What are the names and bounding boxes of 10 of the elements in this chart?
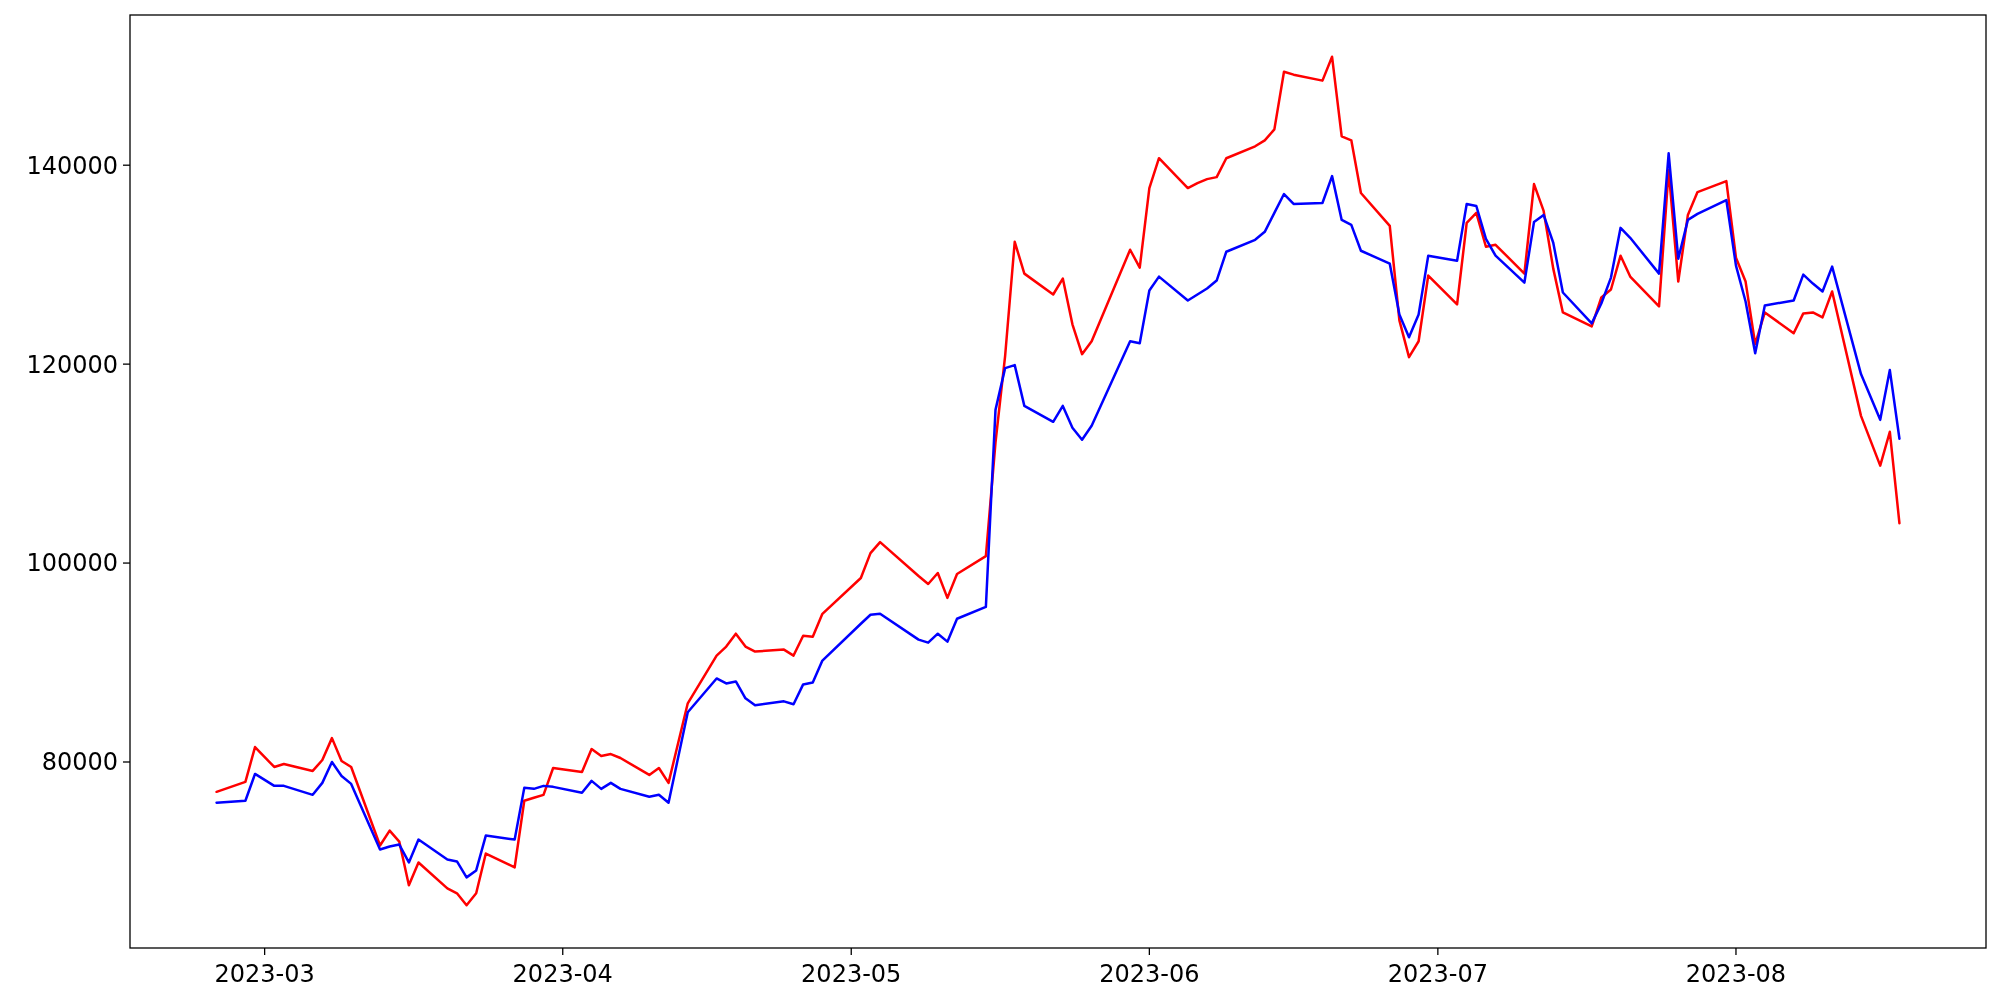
x-tick-label: 2023-08 [1685,960,1787,988]
y-tick-label: 100000 [26,549,118,578]
x-tick-label: 2023-04 [512,960,613,988]
y-tick-label: 80000 [41,748,118,777]
x-tick-label: 2023-06 [1099,960,1200,988]
x-tick-label: 2023-03 [214,960,315,988]
x-tick-label: 2023-07 [1387,960,1488,988]
y-tick-label: 140000 [26,151,118,180]
y-tick-label: 120000 [26,350,118,379]
x-tick-label: 2023-05 [801,960,902,988]
